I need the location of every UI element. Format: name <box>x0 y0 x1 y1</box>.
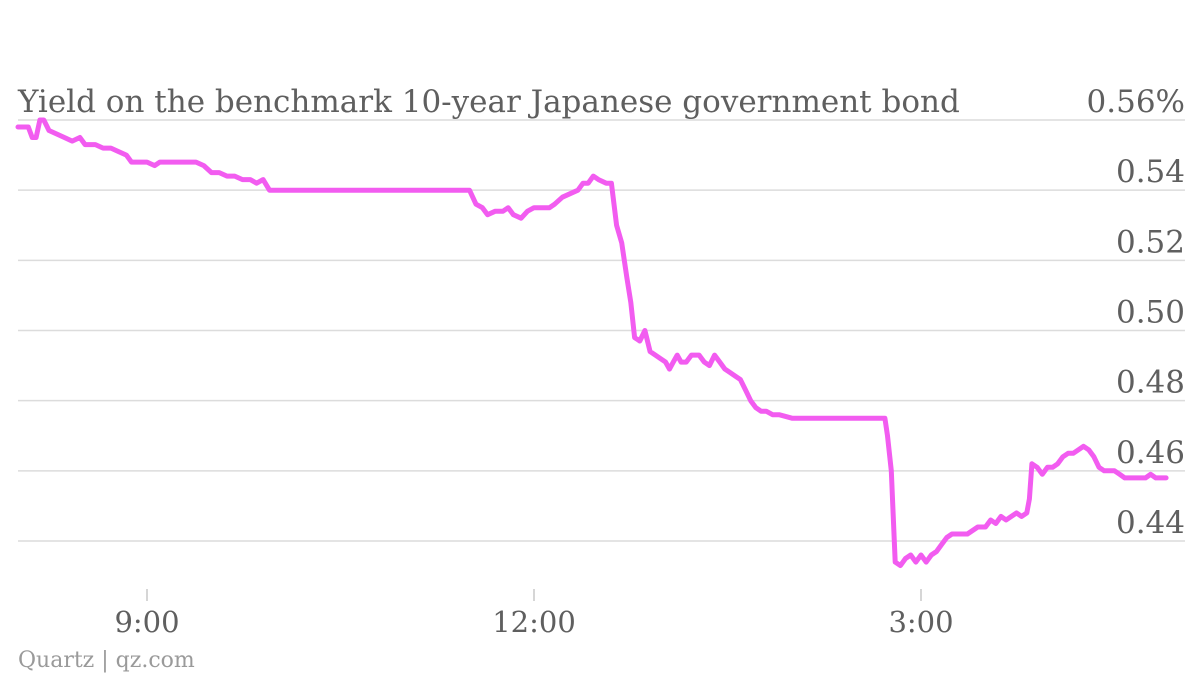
source-credit: Quartz | qz.com <box>18 648 195 673</box>
gridlines <box>18 119 1185 542</box>
y-tick-label: 0.50 <box>1116 295 1185 331</box>
y-tick-label: 0.48 <box>1116 365 1185 401</box>
x-axis-ticks: 9:00 12:00 3:00 <box>114 589 954 639</box>
y-tick-label: 0.54 <box>1116 154 1185 190</box>
y-tick-label: 0.44 <box>1116 505 1185 541</box>
y-tick-label: 0.46 <box>1116 435 1185 471</box>
series-line <box>15 117 1169 569</box>
y-tick-label: 0.56% <box>1087 84 1185 120</box>
x-tick-label: 3:00 <box>888 605 953 639</box>
x-tick-label: 9:00 <box>114 605 179 639</box>
y-axis-ticks: 0.56% 0.54 0.52 0.50 0.48 0.46 0.44 <box>1087 84 1185 541</box>
series-layer <box>15 117 1169 569</box>
x-tick-label: 12:00 <box>492 605 576 639</box>
y-tick-label: 0.52 <box>1116 224 1185 260</box>
chart-title: Yield on the benchmark 10-year Japanese … <box>17 84 960 120</box>
